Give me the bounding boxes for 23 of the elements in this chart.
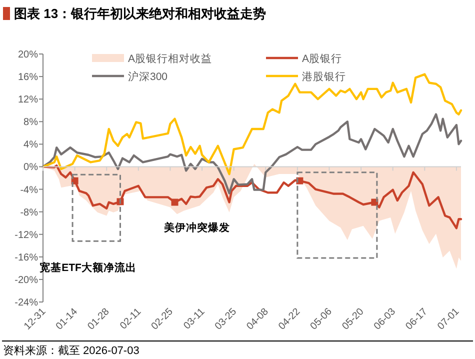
y-tick-label: 20% [18, 50, 38, 60]
legend-label: 港股银行 [302, 70, 346, 83]
annotation: 美伊冲突爆发 [163, 221, 230, 234]
y-tick-label: 0% [24, 162, 38, 174]
text: 资料来源：截至 2026-07-03 [3, 344, 140, 357]
y-tick-label: 4% [24, 140, 38, 151]
line-series [42, 113, 462, 194]
legend-label: A股银行 [302, 53, 342, 65]
y-tick-label: -24% [14, 298, 38, 308]
y-tick-label: 16% [18, 72, 38, 84]
y-tick-label: 12% [18, 94, 38, 106]
y-tick-label: -20% [14, 274, 38, 286]
line-series [42, 73, 462, 176]
y-tick-label: 8% [24, 117, 38, 128]
chart-title: 图表 13：银行年初以来绝对和相对收益走势 [14, 6, 266, 21]
point [171, 198, 178, 206]
y-tick-label: -8% [20, 207, 38, 218]
y-tick-label: -16% [14, 252, 38, 264]
y-tick-label: -12% [14, 230, 38, 241]
annotation: 宽基ETF大额净流出 [40, 261, 136, 274]
legend-label: A股银行相对收益 [128, 52, 212, 65]
legend-label: 沪深300 [128, 70, 168, 83]
y-tick-label: -4% [20, 184, 38, 196]
